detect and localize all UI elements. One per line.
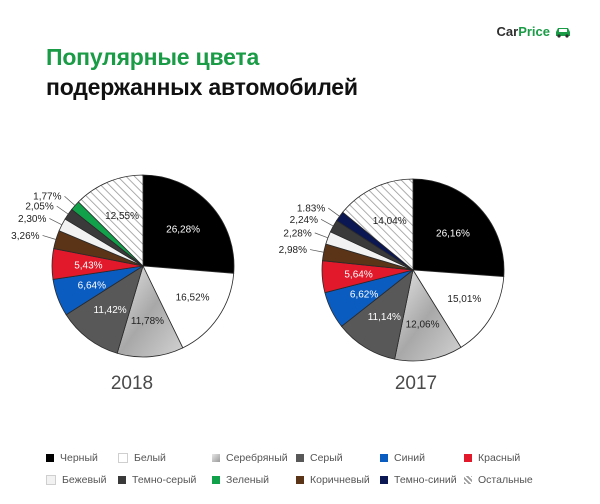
legend-swatch-silver: [212, 454, 220, 462]
legend-label-gray: Серый: [310, 452, 343, 464]
legend-label-other: Остальные: [478, 474, 533, 486]
pie-slice-other: [342, 178, 414, 271]
slice-label-black: 26,16%: [436, 228, 470, 239]
pie-chart-2017: 26,16% 15,01% 12,06% 11,14% 6,62% 5,64% 2,98% 2…: [279, 178, 505, 362]
legend-item-darkgray: Темно-серый: [118, 474, 212, 486]
legend-swatch-red: [464, 454, 472, 462]
legend-swatch-blue: [380, 454, 388, 462]
legend-swatch-navy: [380, 476, 388, 484]
legend-swatch-other: [464, 476, 472, 484]
slice-label-brown: 3,26%: [11, 231, 39, 242]
slice-label-red: 5,43%: [74, 260, 102, 271]
slice-label-darkgray: 2,05%: [25, 202, 53, 213]
chart-title-2018: 2018: [110, 373, 154, 394]
legend-label-green: Зеленый: [226, 474, 270, 486]
leader-line-brown: [309, 249, 324, 253]
slice-label-beige: 2,30%: [18, 214, 46, 225]
chart-title-2017: 2017: [394, 373, 438, 394]
page-title-line1: Популярные цвета: [46, 44, 260, 70]
legend: Черный Белый Серебряный Серый Синий Красный Бе…: [46, 452, 566, 486]
slice-label-darkgray: 2,24%: [290, 215, 318, 226]
carprice-logo: CarPrice: [497, 24, 573, 39]
leader-line-green: [64, 195, 76, 206]
leader-line-beige: [49, 218, 63, 226]
legend-swatch-white: [118, 453, 128, 463]
legend-label-black: Черный: [60, 452, 98, 464]
legend-item-navy: Темно-синий: [380, 474, 464, 486]
slice-label-beige: 2,28%: [283, 228, 311, 239]
legend-label-silver: Серебряный: [226, 452, 288, 464]
slice-label-blue: 6,62%: [350, 290, 378, 301]
pie-slice-silver: [394, 268, 462, 362]
pie-slice-white: [412, 269, 505, 348]
slice-label-black: 26,28%: [166, 224, 200, 235]
pie-slice-black: [412, 178, 505, 278]
slice-label-white: 16,52%: [176, 292, 210, 303]
slice-label-silver: 12,06%: [406, 319, 440, 330]
legend-item-silver: Серебряный: [212, 452, 296, 464]
slice-label-navy: 1.83%: [297, 204, 325, 215]
slice-label-gray: 11,42%: [94, 305, 127, 316]
legend-item-gray: Серый: [296, 452, 380, 464]
legend-swatch-black: [46, 454, 54, 462]
pie-chart-2018: 26,28% 16,52% 11,78% 11,42% 6,64% 5,43% 3,26% 2…: [11, 174, 235, 358]
pie-slice-white: [142, 265, 235, 349]
pie-slice-silver: [116, 264, 184, 358]
slice-label-white: 15,01%: [447, 294, 481, 305]
legend-item-green: Зеленый: [212, 474, 296, 486]
slice-label-brown: 2,98%: [279, 245, 307, 256]
legend-label-darkgray: Темно-серый: [132, 474, 197, 486]
legend-item-black: Черный: [46, 452, 118, 464]
legend-item-other: Остальные: [464, 474, 554, 486]
page-title-line2: подержанных автомобилей: [46, 74, 358, 100]
legend-swatch-green: [212, 476, 220, 484]
slice-label-silver: 11,78%: [131, 316, 164, 327]
legend-label-red: Красный: [478, 452, 521, 464]
legend-item-white: Белый: [118, 452, 212, 464]
logo-text-car: Car: [496, 24, 519, 39]
legend-item-red: Красный: [464, 452, 554, 464]
legend-swatch-brown: [296, 476, 304, 484]
slice-label-green: 1,77%: [33, 192, 61, 203]
legend-item-beige: Бежевый: [46, 474, 118, 486]
pie-slice-black: [142, 174, 235, 274]
pie-slice-gray: [65, 265, 144, 354]
legend-label-brown: Коричневый: [310, 474, 370, 486]
leader-line-darkgray: [56, 205, 69, 215]
slice-label-red: 5,64%: [344, 270, 372, 281]
slice-label-other: 12,55%: [105, 211, 139, 222]
slice-label-other: 14,04%: [373, 216, 407, 227]
pie-slice-other: [77, 174, 144, 267]
slice-label-gray: 11,14%: [368, 312, 401, 323]
logo-text-price: Price: [518, 24, 550, 39]
legend-item-blue: Синий: [380, 452, 464, 464]
slice-label-blue: 6,64%: [78, 281, 106, 292]
leader-line-darkgray: [320, 219, 334, 227]
legend-item-brown: Коричневый: [296, 474, 380, 486]
leader-line-brown: [42, 235, 57, 240]
pie-slice-gray: [340, 269, 414, 360]
legend-label-beige: Бежевый: [62, 474, 107, 486]
legend-label-white: Белый: [134, 452, 166, 464]
leader-line-navy: [328, 207, 340, 217]
legend-label-blue: Синий: [394, 452, 425, 464]
legend-label-navy: Темно-синий: [394, 474, 457, 486]
car-icon: [556, 27, 570, 38]
legend-swatch-gray: [296, 454, 304, 462]
logo-text: CarPrice: [497, 24, 551, 39]
legend-swatch-darkgray: [118, 476, 126, 484]
legend-swatch-beige: [46, 475, 56, 485]
leader-line-beige: [314, 232, 328, 239]
